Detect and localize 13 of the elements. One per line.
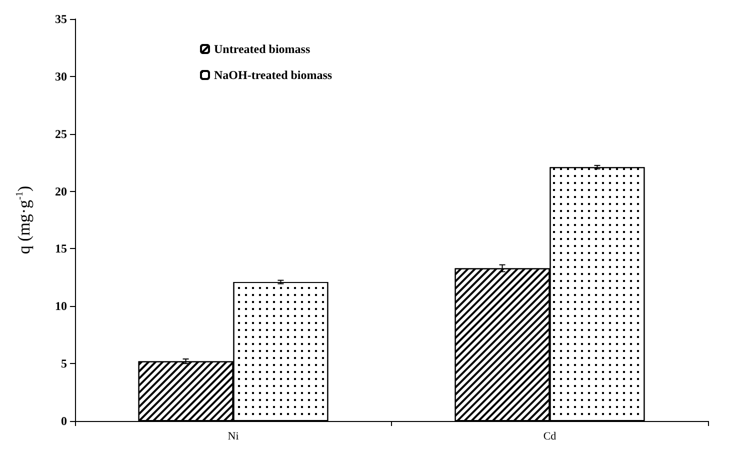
y-tick-label: 30 xyxy=(55,69,67,84)
x-tick-label: Ni xyxy=(228,430,239,442)
y-tick-label: 20 xyxy=(55,184,67,198)
y-tick-label: 25 xyxy=(55,126,67,141)
y-tick-label: 15 xyxy=(55,242,67,256)
x-tick-label: Cd xyxy=(543,430,557,442)
legend-label: Untreated biomass xyxy=(214,42,310,56)
y-tick-label: 35 xyxy=(55,12,67,26)
y-tick-label: 5 xyxy=(61,356,67,371)
y-tick-label: 0 xyxy=(61,414,67,428)
y-tick-label: 10 xyxy=(55,299,67,314)
legend-label: NaOH-treated biomass xyxy=(214,68,332,82)
y-axis-title: q (mg·g-1) xyxy=(14,186,34,254)
